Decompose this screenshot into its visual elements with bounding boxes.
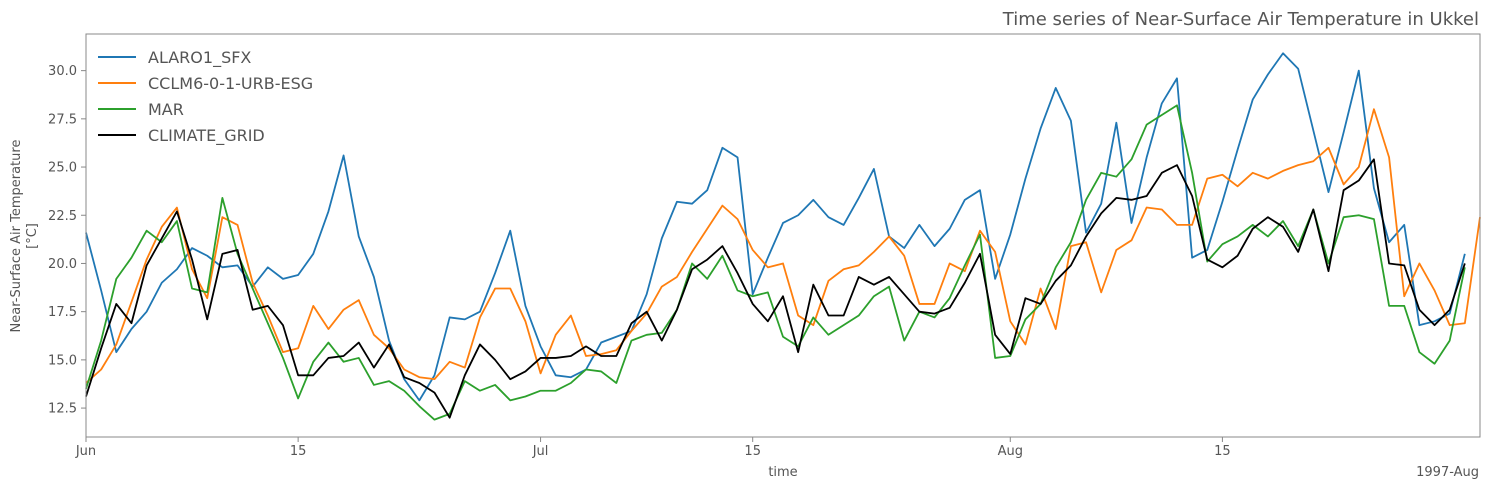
x-tick-label: 15 xyxy=(290,444,307,459)
plot-frame xyxy=(85,33,1481,438)
y-axis-unit: [°C] xyxy=(25,223,40,249)
legend-label: CLIMATE_GRID xyxy=(148,126,265,146)
y-tick-label: 22.5 xyxy=(48,209,77,224)
legend-label: ALARO1_SFX xyxy=(148,48,251,68)
x-axis: Jun 15 Jul 15 Aug 15 xyxy=(75,437,1231,459)
y-tick-label: 25.0 xyxy=(48,161,77,176)
x-tick-label: Aug xyxy=(998,444,1023,459)
x-tick-label: 15 xyxy=(744,444,761,459)
chart-title: Time series of Near-Surface Air Temperat… xyxy=(1002,9,1479,30)
x-axis-offset-label: 1997-Aug xyxy=(1416,465,1479,480)
series-line xyxy=(85,108,1481,384)
legend-label: MAR xyxy=(148,100,184,119)
y-tick-label: 15.0 xyxy=(48,353,77,368)
x-tick-label: Jun xyxy=(75,444,96,459)
x-tick-label: Jul xyxy=(532,444,549,459)
y-tick-label: 20.0 xyxy=(48,257,77,272)
series-line xyxy=(85,52,1466,402)
series-line xyxy=(85,104,1466,421)
y-tick-label: 12.5 xyxy=(48,402,77,417)
y-tick-label: 17.5 xyxy=(48,305,77,320)
y-tick-label: 30.0 xyxy=(48,64,77,79)
x-tick-label: 15 xyxy=(1214,444,1231,459)
y-axis: 12.5 15.0 17.5 20.0 22.5 25.0 27.5 30.0 xyxy=(48,64,86,417)
y-axis-label-group: Near-Surface Air Temperature [°C] xyxy=(9,140,40,333)
x-axis-label: time xyxy=(768,465,797,480)
series-lines xyxy=(85,52,1481,421)
y-tick-label: 27.5 xyxy=(48,112,77,127)
legend: ALARO1_SFX CCLM6-0-1-URB-ESG MAR CLIMATE_GR… xyxy=(98,48,313,146)
y-axis-label: Near-Surface Air Temperature xyxy=(9,140,24,333)
legend-label: CCLM6-0-1-URB-ESG xyxy=(148,74,313,93)
series-line xyxy=(85,158,1466,419)
